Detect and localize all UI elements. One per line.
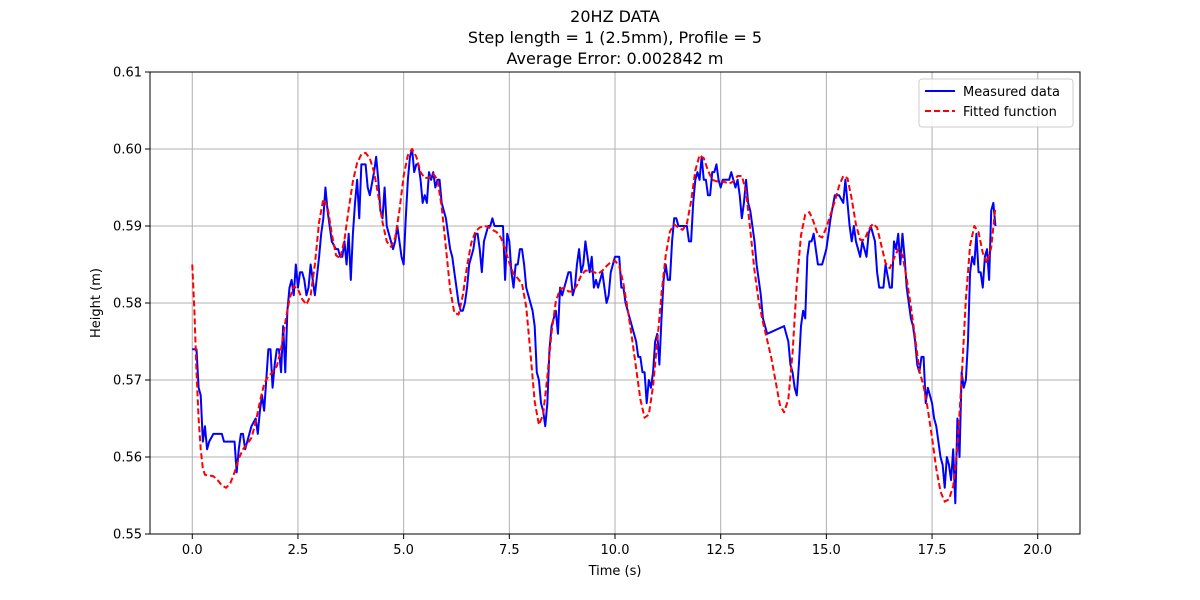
y-tick-label: 0.55	[113, 528, 142, 543]
x-tick-label: 10.0	[601, 543, 630, 558]
y-tick-label: 0.60	[113, 143, 142, 158]
y-tick-label: 0.59	[113, 220, 142, 235]
legend-label-measured-data: Measured data	[963, 85, 1060, 100]
axis-ticks: 0.0 2.5 5.0 7.5 10.0 12.5 15.0 17.5 20.0 0.55 0.56…	[113, 66, 1052, 559]
y-axis-label: Height (m)	[89, 268, 104, 338]
x-tick-label: 2.5	[288, 543, 309, 558]
x-axis-label: Time (s)	[588, 564, 642, 579]
legend: Measured data Fitted function	[918, 78, 1074, 128]
x-tick-label: 20.0	[1023, 543, 1052, 558]
chart-title-line-3: Average Error: 0.002842 m	[507, 49, 724, 68]
chart-title-line-1: 20HZ DATA	[570, 7, 660, 26]
y-tick-label: 0.56	[113, 451, 142, 466]
x-tick-label: 5.0	[393, 543, 414, 558]
legend-box	[918, 78, 1074, 128]
y-tick-label: 0.61	[113, 66, 142, 81]
chart-title-line-2: Step length = 1 (2.5mm), Profile = 5	[468, 28, 762, 47]
legend-label-fitted-function: Fitted function	[963, 105, 1057, 120]
series-line-fitted-function	[191, 148, 997, 503]
x-tick-label: 15.0	[812, 543, 841, 558]
series-line-measured-data	[192, 148, 997, 505]
x-tick-label: 17.5	[918, 543, 947, 558]
y-tick-label: 0.57	[113, 374, 142, 389]
x-tick-label: 7.5	[499, 543, 520, 558]
y-tick-label: 0.58	[113, 297, 142, 312]
series-layer	[191, 148, 997, 505]
x-tick-label: 12.5	[706, 543, 735, 558]
x-tick-label: 0.0	[182, 543, 203, 558]
